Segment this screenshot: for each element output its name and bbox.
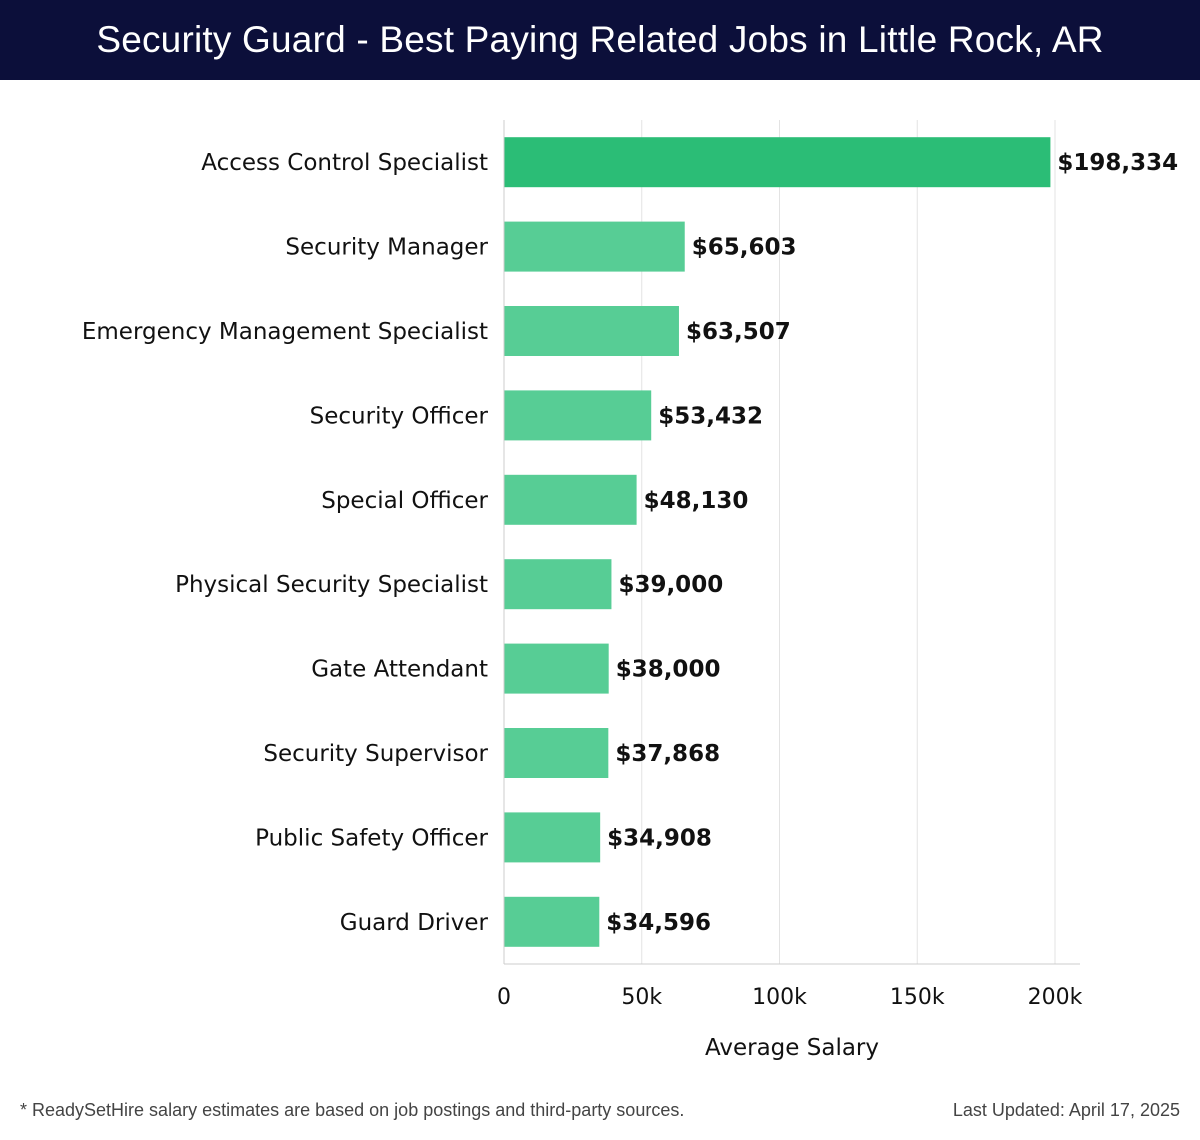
x-tick-label: 150k <box>890 985 945 1010</box>
category-label: Public Safety Officer <box>255 825 488 851</box>
gridlines <box>503 120 1080 965</box>
category-label: Security Manager <box>285 235 488 261</box>
value-label: $48,130 <box>644 488 749 514</box>
value-label: $198,334 <box>1057 150 1178 176</box>
bar <box>504 306 679 356</box>
value-label: $53,432 <box>658 403 763 429</box>
category-label: Security Officer <box>310 403 489 429</box>
value-label: $39,000 <box>618 572 723 598</box>
last-updated: Last Updated: April 17, 2025 <box>952 1100 1180 1120</box>
x-axis-title: Average Salary <box>705 1035 879 1061</box>
x-tick-label: 200k <box>1028 985 1083 1010</box>
chart-title: Security Guard - Best Paying Related Job… <box>96 19 1104 60</box>
value-label: $34,596 <box>606 910 711 936</box>
value-labels: $198,334 $65,603 $63,507 $53,432 $48,130 $39,… <box>606 150 1178 936</box>
category-label: Security Supervisor <box>263 741 488 767</box>
bar <box>504 728 609 778</box>
bar <box>504 474 637 525</box>
category-label: Emergency Management Specialist <box>82 319 488 345</box>
bar <box>504 896 600 947</box>
category-label: Special Officer <box>321 488 488 514</box>
bar <box>504 812 601 863</box>
category-label: Gate Attendant <box>311 657 488 683</box>
category-label: Access Control Specialist <box>201 150 488 176</box>
x-tick-label: 50k <box>621 985 662 1010</box>
bar <box>504 137 1051 188</box>
bar <box>504 643 609 694</box>
x-tick-label: 100k <box>752 985 807 1010</box>
category-label: Guard Driver <box>340 910 489 936</box>
x-axis-ticks: 0 50k 100k 150k 200k <box>497 985 1083 1010</box>
value-label: $34,908 <box>607 825 712 851</box>
bar <box>504 390 652 441</box>
value-label: $65,603 <box>692 235 797 261</box>
footer-note: * ReadySetHire salary estimates are base… <box>20 1100 685 1120</box>
chart-header: Security Guard - Best Paying Related Job… <box>0 0 1200 80</box>
value-label: $63,507 <box>686 319 791 345</box>
x-tick-label: 0 <box>497 985 511 1010</box>
bar <box>504 559 612 610</box>
bars <box>504 137 1051 947</box>
bar <box>504 221 685 272</box>
value-label: $38,000 <box>616 657 721 683</box>
category-labels: Access Control Specialist Security Manage… <box>82 150 489 936</box>
category-label: Physical Security Specialist <box>175 572 488 598</box>
value-label: $37,868 <box>615 741 720 767</box>
